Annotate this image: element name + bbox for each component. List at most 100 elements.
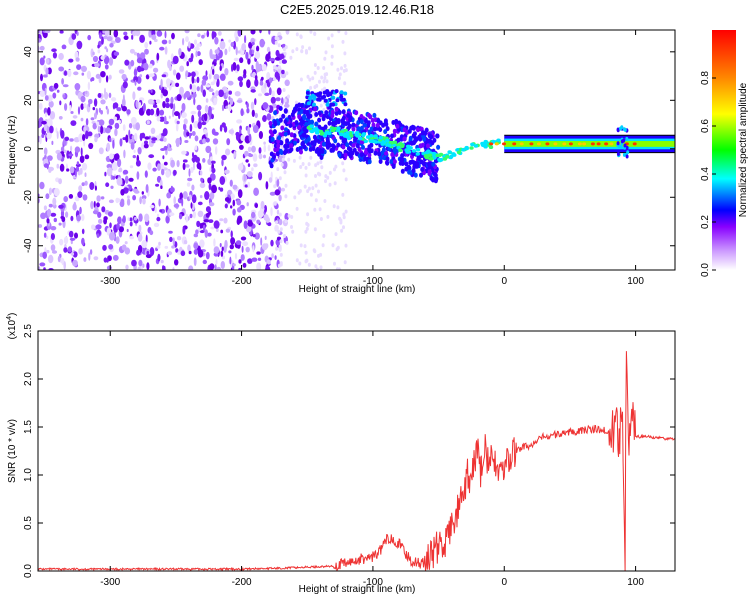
noise-speck [290, 225, 293, 229]
noise-speck [322, 66, 326, 70]
noise-speck [271, 90, 275, 97]
noise-speck [234, 253, 238, 260]
noise-speck [52, 92, 57, 99]
noise-speck [191, 184, 195, 191]
noise-speck [192, 210, 196, 219]
noise-speck [41, 133, 45, 138]
ridge-speck [302, 144, 307, 150]
noise-speck [104, 87, 106, 96]
noise-speck [268, 77, 273, 83]
noise-speck [150, 89, 153, 93]
noise-speck [61, 44, 67, 50]
noise-speck [264, 205, 267, 213]
noise-speck [82, 134, 86, 141]
noise-speck [42, 251, 47, 259]
noise-speck [214, 49, 220, 54]
noise-speck [118, 226, 124, 233]
noise-speck [188, 168, 191, 177]
noise-speck [146, 108, 152, 116]
noise-speck [290, 215, 294, 219]
noise-speck [252, 124, 259, 134]
band-peak [582, 142, 587, 146]
noise-speck [156, 175, 162, 183]
noise-speck [253, 163, 258, 168]
noise-speck [251, 257, 258, 262]
noise-speck [45, 112, 47, 118]
ridge-speck [414, 136, 419, 142]
noise-speck [49, 187, 52, 195]
noise-speck [57, 255, 61, 263]
noise-speck [152, 104, 158, 108]
spectrogram-xtick-label: 100 [627, 276, 644, 287]
noise-speck [287, 213, 291, 218]
noise-speck [189, 194, 192, 200]
noise-speck [58, 52, 64, 61]
ridge-speck [402, 136, 407, 142]
noise-speck [165, 215, 170, 224]
ridge-speck [411, 133, 416, 139]
noise-speck [321, 243, 325, 248]
noise-speck [330, 44, 334, 49]
noise-speck [58, 116, 63, 120]
noise-speck [197, 210, 204, 218]
snr-frame [37, 330, 676, 572]
noise-speck [201, 79, 207, 86]
ridge-core [339, 132, 344, 137]
noise-speck [212, 68, 215, 75]
noise-speck [307, 262, 311, 267]
ridge-speck [304, 121, 309, 127]
noise-speck [50, 212, 57, 217]
noise-speck [77, 106, 81, 115]
noise-speck [165, 102, 171, 109]
noise-speck [219, 40, 226, 50]
colorbar-tick-label: 0.8 [700, 71, 711, 85]
noise-speck [191, 75, 195, 84]
noise-speck [73, 71, 79, 76]
band-peak [537, 142, 541, 146]
noise-speck [104, 54, 107, 58]
noise-speck [241, 43, 247, 51]
noise-speck [281, 59, 287, 64]
noise-speck [324, 50, 328, 55]
noise-speck [344, 209, 348, 214]
noise-speck [180, 250, 186, 257]
noise-speck [111, 97, 117, 102]
noise-speck [77, 191, 83, 199]
noise-speck [97, 211, 102, 218]
noise-speck [277, 229, 281, 234]
noise-speck [202, 158, 206, 163]
ridge-core [322, 134, 328, 138]
noise-speck [106, 163, 112, 169]
noise-speck [134, 133, 138, 142]
ridge-core [343, 128, 348, 133]
noise-speck [109, 153, 114, 160]
noise-speck [69, 237, 76, 241]
noise-speck [264, 92, 270, 97]
band-peak [553, 142, 558, 146]
band-peak [494, 142, 499, 146]
noise-speck [182, 226, 186, 235]
noise-speck [115, 198, 121, 203]
noise-speck [168, 39, 172, 45]
noise-speck [342, 225, 345, 230]
noise-speck [213, 59, 217, 63]
band-peak [545, 142, 550, 146]
noise-speck [93, 200, 96, 208]
noise-speck [308, 46, 311, 51]
noise-speck [287, 157, 291, 162]
noise-speck [341, 39, 345, 44]
snr-exponent-base: (x10 [7, 319, 18, 339]
noise-speck [124, 175, 129, 184]
noise-speck [62, 94, 66, 99]
noise-speck [108, 199, 114, 204]
noise-speck [210, 156, 213, 161]
noise-speck [51, 48, 57, 52]
ridge-speck [328, 91, 332, 96]
ridge-speck [371, 122, 376, 128]
noise-speck [301, 45, 305, 50]
noise-speck [108, 57, 114, 66]
noise-speck [311, 76, 315, 81]
ridge-speck [385, 160, 390, 166]
noise-speck [247, 220, 253, 227]
